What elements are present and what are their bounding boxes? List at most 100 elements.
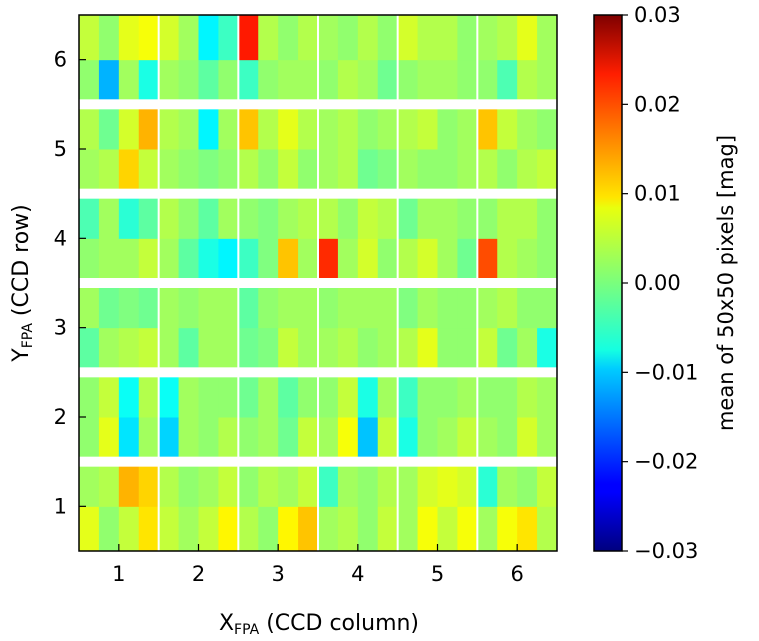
heatmap-cell (377, 149, 399, 195)
heatmap-cell (437, 15, 458, 61)
heatmap-cell (278, 461, 299, 507)
heatmap-cell (98, 238, 120, 284)
heatmap-cell (98, 417, 120, 463)
heatmap-cell (517, 327, 538, 373)
heatmap-cell (357, 15, 379, 61)
heatmap-cell (158, 372, 180, 418)
heatmap-cell (397, 193, 419, 239)
heatmap-cell (158, 59, 180, 105)
heatmap-cell (337, 372, 359, 418)
y-axis-label: YFPA (CCD row) (9, 204, 36, 362)
heatmap-cell (79, 193, 100, 239)
y-axis-ticks: 1 2 3 4 5 6 (54, 48, 86, 518)
heatmap-cell (397, 104, 419, 150)
heatmap-cell (497, 417, 518, 463)
heatmap-cell (417, 193, 438, 239)
heatmap-cell (318, 283, 339, 329)
heatmap-cell (258, 149, 279, 195)
colorbar-ticks: 0.03 0.02 0.01 0.00 −0.01 −0.02 −0.03 (622, 3, 698, 563)
heatmap-cell (417, 59, 438, 105)
heatmap-cell (517, 417, 538, 463)
heatmap-cell (397, 59, 419, 105)
heatmap-cell (318, 59, 339, 105)
heatmap-cell (238, 59, 259, 105)
heatmap-cell (477, 59, 498, 105)
heatmap-cell (497, 149, 518, 195)
heatmap-cell (457, 149, 478, 195)
heatmap-cell (397, 283, 419, 329)
heatmap-cell (79, 327, 100, 373)
heatmap-cell (258, 59, 279, 105)
heatmap-cell (457, 283, 478, 329)
ccd-row-gap (79, 99, 557, 110)
heatmap-cell (98, 15, 120, 61)
ccd-row-gap (79, 278, 557, 288)
heatmap-cell (477, 417, 498, 463)
heatmap-cell (178, 461, 199, 507)
heatmap-cell (298, 15, 319, 61)
heatmap-cell (337, 59, 359, 105)
heatmap-cell (377, 506, 399, 552)
colorbar (593, 14, 623, 552)
heatmap-cell (337, 461, 359, 507)
heatmap-cell (357, 104, 379, 150)
x-tick-label: 4 (351, 562, 364, 586)
heatmap-cell (118, 417, 140, 463)
heatmap-cell (278, 59, 299, 105)
y-tick-label: 6 (54, 48, 67, 72)
heatmap-cell (238, 327, 259, 373)
heatmap-cell (437, 149, 458, 195)
heatmap-cell (158, 461, 180, 507)
heatmap-cell (118, 149, 140, 195)
heatmap-cell (258, 372, 279, 418)
heatmap-cell (517, 193, 538, 239)
heatmap-cell (98, 104, 120, 150)
heatmap-cell (138, 461, 160, 507)
heatmap-cell (158, 149, 180, 195)
heatmap-cell (198, 283, 219, 329)
heatmap-cell (437, 461, 458, 507)
heatmap-cell (457, 104, 478, 150)
heatmap-cell (537, 15, 558, 61)
heatmap-cell (377, 15, 399, 61)
heatmap-cell (537, 238, 558, 284)
heatmap-cell (477, 193, 498, 239)
heatmap-cell (337, 283, 359, 329)
heatmap-cell (437, 193, 458, 239)
heatmap-cell (178, 283, 199, 329)
heatmap-cell (238, 238, 259, 284)
heatmap-cell (417, 238, 438, 284)
heatmap-cell (79, 372, 100, 418)
heatmap-cell (198, 104, 219, 150)
heatmap-cell (118, 238, 140, 284)
heatmap-cell (298, 461, 319, 507)
heatmap-cell (497, 193, 518, 239)
heatmap-cell (477, 372, 498, 418)
heatmap-cell (497, 506, 518, 552)
heatmap-cell (457, 238, 478, 284)
ccd-column-gap (396, 15, 399, 551)
heatmap-cell (337, 417, 359, 463)
heatmap-cell (318, 461, 339, 507)
heatmap-cell (198, 149, 219, 195)
heatmap-cell (517, 149, 538, 195)
heatmap-cell (98, 506, 120, 552)
heatmap-cell (138, 372, 160, 418)
heatmap-cell (437, 506, 458, 552)
heatmap-cell (437, 327, 458, 373)
heatmap-cell (79, 238, 100, 284)
heatmap-cell (397, 149, 419, 195)
colorbar-tick-label: −0.02 (634, 450, 698, 474)
heatmap-cell (517, 15, 538, 61)
heatmap-cell (278, 104, 299, 150)
heatmap-cell (79, 461, 100, 507)
heatmap-cell (198, 417, 219, 463)
heatmap-cell (497, 283, 518, 329)
heatmap-cell (278, 15, 299, 61)
heatmap-cell (457, 15, 478, 61)
x-axis-ticks: 1 2 3 4 5 6 (112, 544, 524, 586)
heatmap-cell (298, 506, 319, 552)
heatmap-cell (537, 327, 558, 373)
heatmap-cell (357, 149, 379, 195)
heatmap-cell (497, 59, 518, 105)
